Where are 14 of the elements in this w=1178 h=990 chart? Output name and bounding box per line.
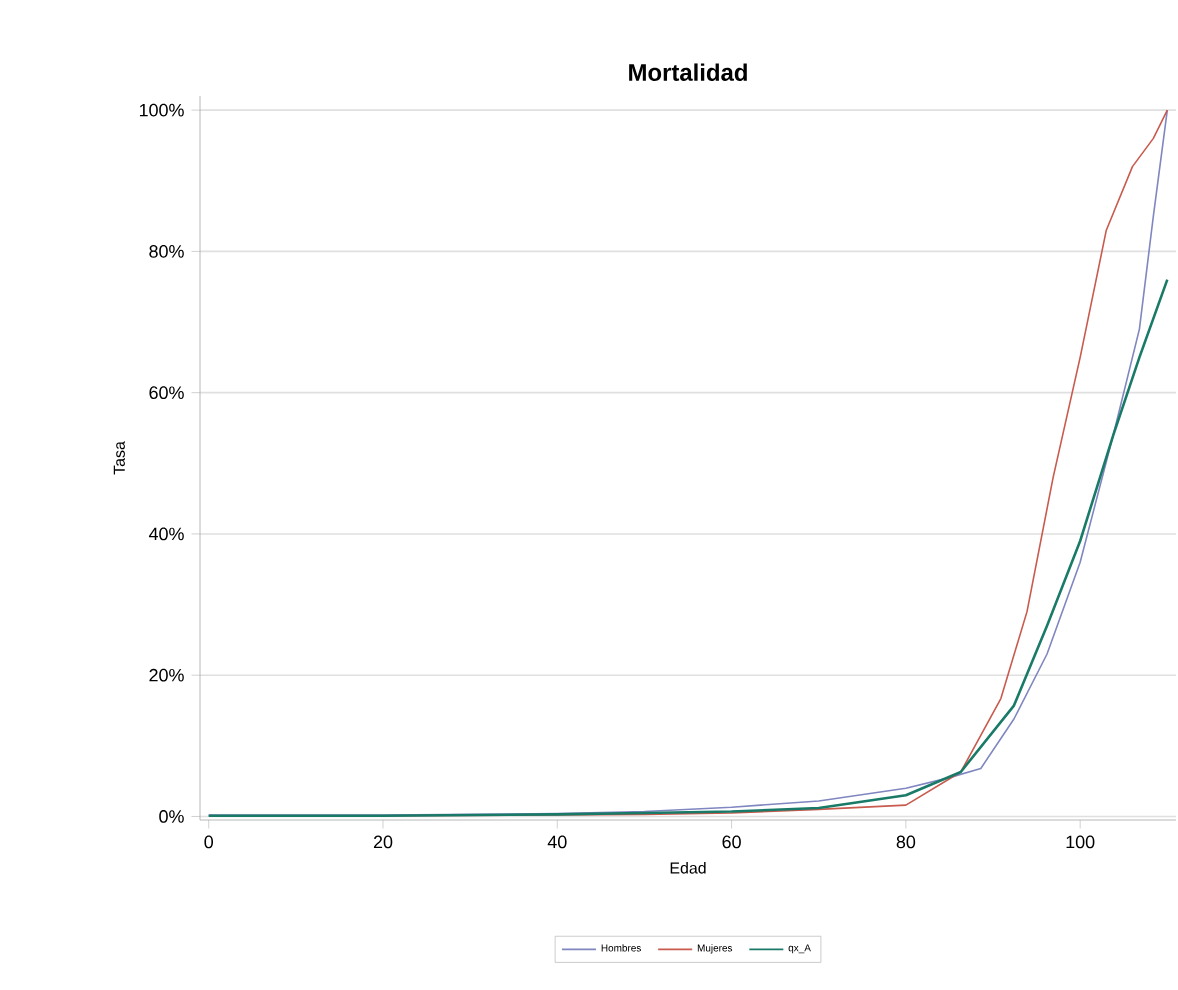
line-series [207,278,1169,818]
y-tick-label: 20% [149,668,184,682]
x-tick-label: 0 [204,835,214,849]
y-tick-label: 100% [139,103,184,117]
x-tick-label: 40 [547,835,567,849]
y-tick-label: 60% [149,386,184,400]
x-tick-label: 80 [896,835,916,849]
y-tick-label: 40% [148,527,184,541]
chart-title: Mortalidad [629,63,747,81]
y-tick-label: 80% [149,245,184,258]
x-tick-label: 20 [373,835,393,849]
y-tick-label: 0% [159,810,184,823]
x-tick-label: 100 [1066,835,1095,849]
x-tick-label: 60 [722,835,741,849]
